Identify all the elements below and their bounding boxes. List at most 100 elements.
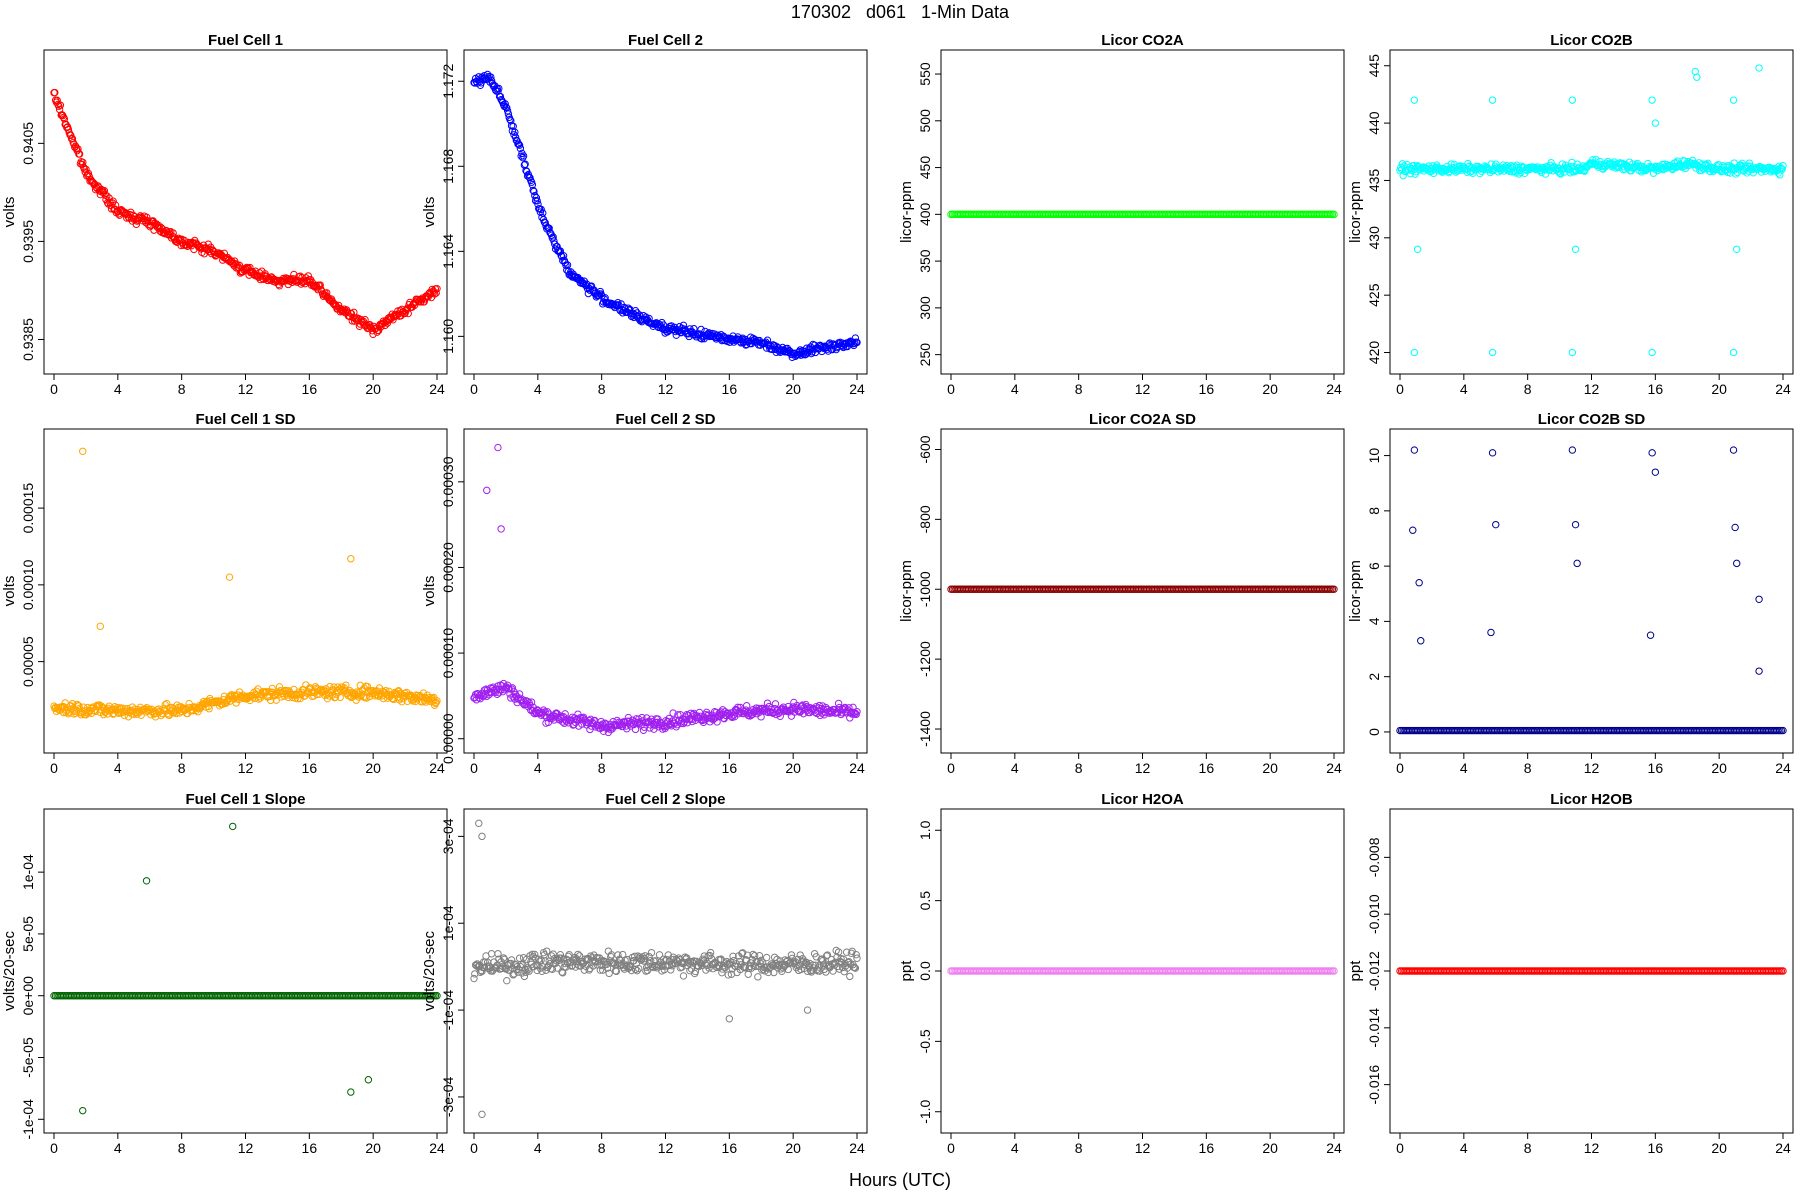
data-point	[70, 140, 78, 148]
y-tick-label: 440	[1366, 111, 1382, 135]
data-point	[1488, 348, 1497, 357]
panel-title: Licor CO2B SD	[1538, 411, 1646, 428]
data-point	[679, 972, 688, 980]
y-tick-label: 430	[1366, 226, 1382, 250]
x-tick-label: 20	[1262, 760, 1278, 776]
x-tick-label: 24	[849, 381, 865, 397]
x-tick-label: 4	[1011, 760, 1019, 776]
data-point	[1581, 167, 1589, 175]
y-tick-label: 0.9385	[20, 318, 36, 361]
x-tick-label: 0	[50, 1140, 58, 1156]
x-tick-label: 8	[1524, 760, 1532, 776]
data-point	[1688, 156, 1697, 165]
x-tick-label: 8	[178, 760, 186, 776]
x-tick-label: 8	[598, 1140, 606, 1156]
x-tick-label: 0	[50, 760, 58, 776]
y-tick-label: 1.164	[440, 234, 456, 269]
x-tick-label: 24	[1775, 381, 1791, 397]
data-point	[103, 706, 111, 714]
data-point	[404, 309, 412, 318]
y-tick-label: -1400	[917, 711, 933, 747]
data-point	[347, 1088, 355, 1096]
y-tick-label: 5e-05	[20, 916, 36, 952]
data-point	[155, 224, 164, 233]
data-point	[59, 113, 68, 122]
data-point	[487, 76, 496, 85]
data-point	[503, 107, 512, 115]
data-point	[347, 555, 355, 563]
y-tick-label: 1.172	[440, 64, 456, 99]
y-tick-label: 550	[917, 62, 933, 86]
x-tick-label: 20	[785, 1140, 801, 1156]
data-point	[159, 225, 167, 233]
data-point	[515, 140, 523, 148]
panel-title: Fuel Cell 1	[208, 32, 283, 49]
x-tick-label: 24	[1326, 381, 1342, 397]
data-points	[947, 585, 1338, 593]
data-point	[853, 338, 861, 347]
data-point	[545, 224, 553, 232]
y-tick-label: 0.5	[917, 891, 933, 911]
data-point	[84, 169, 93, 178]
y-axis-label: licor-ppm	[898, 181, 915, 243]
data-point	[230, 261, 238, 270]
x-tick-label: 8	[1075, 381, 1083, 397]
data-point	[67, 131, 75, 140]
data-point	[788, 353, 796, 361]
data-point	[322, 289, 331, 297]
y-tick-label: 0.00015	[20, 483, 36, 534]
y-tick-label: -3e-04	[440, 1076, 456, 1117]
x-tick-label: 24	[849, 1140, 865, 1156]
panel-frame	[463, 49, 868, 375]
data-point	[503, 976, 511, 985]
data-points	[1396, 446, 1787, 735]
x-tick-label: 12	[658, 760, 674, 776]
x-tick-label: 20	[365, 381, 381, 397]
y-tick-label: 1e-04	[20, 854, 36, 890]
data-point	[754, 973, 762, 981]
data-point	[364, 1076, 373, 1084]
y-axis-label: licor-ppm	[898, 560, 915, 622]
data-point	[229, 822, 237, 831]
data-point	[567, 268, 575, 276]
x-tick-label: 12	[238, 1140, 254, 1156]
y-tick-label: -0.012	[1366, 951, 1382, 991]
x-tick-label: 8	[1075, 1140, 1083, 1156]
data-point	[1588, 156, 1597, 164]
x-tick-label: 16	[302, 381, 318, 397]
y-axis-label: ppt	[898, 960, 915, 982]
x-tick-label: 0	[1396, 760, 1404, 776]
x-tick-label: 0	[470, 1140, 478, 1156]
y-tick-label: 8	[1366, 507, 1382, 515]
data-point	[1488, 96, 1497, 104]
data-point	[587, 282, 596, 290]
data-point	[122, 209, 130, 217]
data-point	[1568, 446, 1577, 454]
data-point	[771, 700, 780, 708]
data-point	[363, 324, 372, 333]
y-tick-label: 10	[1366, 448, 1382, 464]
x-tick-label: 8	[1524, 381, 1532, 397]
x-tick-label: 24	[1775, 760, 1791, 776]
data-point	[79, 703, 88, 711]
data-point	[56, 101, 65, 109]
data-point	[1648, 449, 1656, 457]
x-tick-label: 24	[429, 1140, 445, 1156]
y-tick-label: -0.5	[917, 1029, 933, 1053]
data-point	[534, 200, 542, 208]
data-point	[350, 308, 358, 317]
x-tick-label: 12	[238, 760, 254, 776]
y-tick-label: -0.008	[1366, 837, 1382, 877]
y-tick-label: 2	[1366, 673, 1382, 681]
y-tick-label: 425	[1366, 283, 1382, 307]
x-tick-label: 12	[1584, 381, 1600, 397]
data-point	[533, 197, 541, 205]
data-point	[225, 573, 234, 581]
x-tick-label: 4	[1460, 760, 1468, 776]
y-tick-label: -800	[917, 505, 933, 533]
data-point	[241, 264, 249, 273]
